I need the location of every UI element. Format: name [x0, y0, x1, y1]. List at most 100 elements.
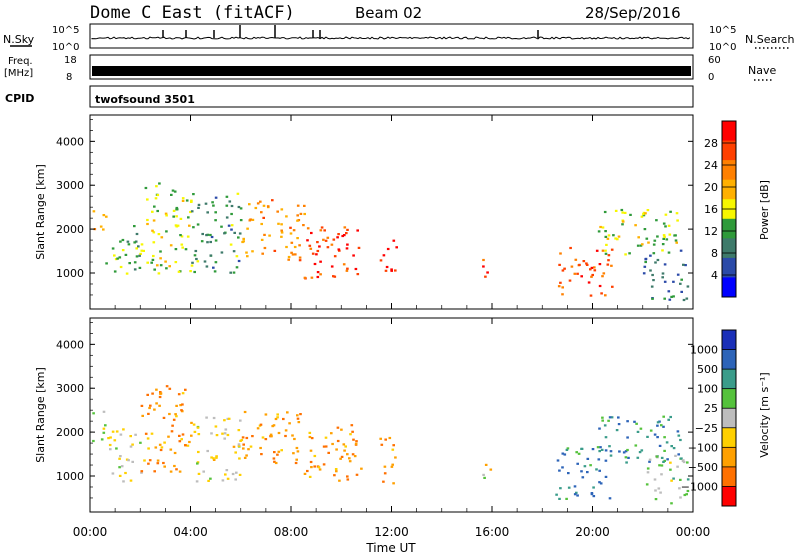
y-tick-label: 2000 — [56, 426, 84, 439]
data-cell — [309, 449, 313, 452]
x-tick-label: 08:00 — [274, 525, 309, 539]
data-cell — [237, 429, 241, 432]
data-cell — [633, 420, 636, 423]
data-cell — [592, 486, 595, 489]
data-cell — [146, 218, 149, 222]
data-cell — [334, 468, 338, 471]
data-cell — [667, 418, 670, 421]
data-cell — [195, 480, 199, 483]
data-cell — [195, 257, 198, 261]
colorbar-segment — [722, 160, 736, 181]
data-cell — [296, 450, 300, 453]
data-cell — [227, 417, 231, 420]
data-cell — [303, 204, 306, 207]
data-cell — [184, 388, 187, 391]
data-cell — [595, 468, 598, 471]
data-cell — [220, 225, 223, 228]
data-cell — [626, 420, 629, 423]
data-cell — [179, 217, 183, 220]
data-cell — [685, 297, 689, 300]
data-cell — [682, 298, 686, 302]
data-cell — [131, 460, 134, 463]
data-cell — [624, 450, 628, 453]
data-cell — [639, 244, 643, 247]
data-cell — [610, 248, 614, 251]
data-cell — [277, 431, 281, 435]
data-cell — [576, 272, 579, 275]
data-cell — [169, 448, 173, 451]
velocity-y-axis: 4000 3000 2000 1000 — [56, 322, 693, 499]
data-cell — [190, 199, 193, 202]
data-cell — [557, 285, 561, 288]
data-cell — [604, 475, 608, 478]
data-cell — [669, 461, 672, 464]
data-cell — [178, 470, 182, 473]
data-cell — [574, 258, 578, 261]
data-cell — [623, 211, 627, 214]
data-cell — [184, 444, 187, 447]
data-cell — [310, 437, 314, 440]
data-cell — [214, 196, 218, 199]
data-cell — [104, 424, 107, 427]
data-cell — [391, 463, 394, 466]
data-cell — [330, 265, 334, 268]
data-cell — [656, 424, 659, 427]
data-cell — [609, 450, 613, 453]
data-cell — [239, 219, 243, 222]
data-cell — [617, 423, 621, 426]
data-cell — [646, 209, 650, 212]
data-cell — [573, 493, 577, 496]
data-cell — [486, 271, 489, 274]
data-cell — [237, 444, 241, 448]
data-cell — [280, 208, 284, 211]
data-cell — [173, 190, 177, 193]
data-cell — [662, 460, 665, 463]
data-cell — [249, 445, 253, 448]
data-cell — [679, 438, 682, 442]
data-cell — [598, 284, 602, 288]
data-cell — [575, 491, 578, 494]
data-cell — [670, 479, 673, 482]
data-cell — [567, 472, 570, 475]
data-cell — [306, 227, 310, 230]
data-cell — [158, 395, 162, 399]
data-cell — [223, 232, 226, 235]
data-cell — [333, 255, 337, 258]
data-cell — [395, 246, 398, 249]
data-cell — [356, 229, 359, 232]
data-cell — [604, 249, 607, 252]
data-cell — [152, 254, 155, 258]
x-tick-label: 00:00 — [73, 525, 108, 539]
data-cell — [620, 208, 624, 212]
data-cell — [181, 403, 184, 406]
data-cell — [288, 422, 291, 425]
data-cell — [133, 261, 137, 264]
data-cell — [273, 460, 276, 463]
data-cell — [636, 244, 640, 247]
data-cell — [118, 466, 121, 469]
colorbar-tick-label: 1000 — [690, 344, 718, 357]
nsky-trace — [91, 25, 691, 40]
data-cell — [233, 231, 236, 234]
data-cell — [335, 448, 338, 451]
data-cell — [245, 251, 248, 254]
data-cell — [155, 388, 158, 391]
colorbar-tick-label: −25 — [695, 422, 718, 435]
data-cell — [598, 263, 602, 266]
data-cell — [99, 225, 103, 228]
data-cell — [317, 466, 321, 469]
data-cell — [360, 467, 363, 470]
data-cell — [109, 436, 112, 439]
data-cell — [173, 451, 177, 455]
data-cell — [133, 241, 136, 244]
data-cell — [394, 269, 397, 272]
data-cell — [181, 392, 185, 395]
data-cell — [316, 271, 320, 274]
data-cell — [615, 429, 619, 432]
data-cell — [385, 265, 389, 269]
data-cell — [561, 286, 564, 289]
data-cell — [327, 451, 330, 454]
data-cell — [158, 182, 161, 185]
data-cell — [682, 263, 685, 266]
data-cell — [578, 263, 581, 266]
